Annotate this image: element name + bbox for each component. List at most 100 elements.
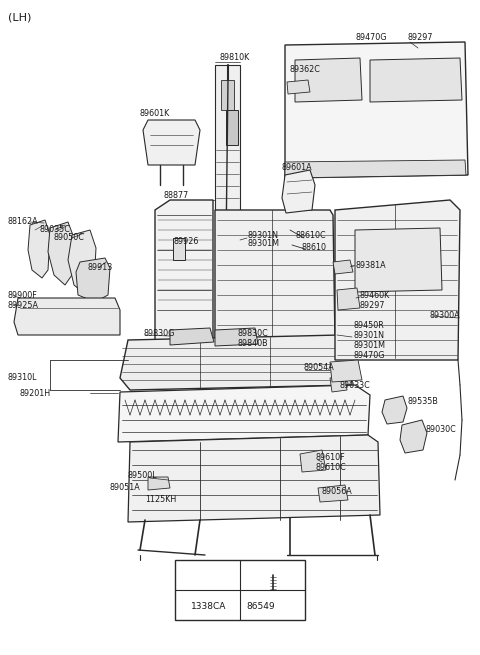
Polygon shape	[76, 258, 110, 302]
Text: 89030C: 89030C	[425, 426, 456, 434]
Polygon shape	[400, 420, 427, 453]
Text: 89840B: 89840B	[237, 339, 268, 348]
Text: 89470G: 89470G	[355, 33, 386, 43]
Polygon shape	[155, 200, 213, 350]
Polygon shape	[285, 160, 466, 178]
Polygon shape	[335, 200, 460, 360]
Polygon shape	[221, 80, 234, 110]
Text: 89450R: 89450R	[353, 320, 384, 329]
Bar	[175, 560, 305, 620]
Text: 89460K: 89460K	[360, 291, 390, 299]
Polygon shape	[28, 220, 50, 278]
Text: 89610F: 89610F	[316, 453, 346, 462]
Polygon shape	[287, 80, 310, 94]
Text: 89050C: 89050C	[54, 233, 85, 242]
Text: 89297: 89297	[408, 33, 433, 43]
Text: 89810K: 89810K	[220, 54, 250, 62]
Polygon shape	[143, 120, 200, 165]
Text: 89301N: 89301N	[353, 331, 384, 339]
Text: 86549: 86549	[247, 602, 275, 610]
Circle shape	[292, 167, 298, 173]
Text: 89362C: 89362C	[290, 66, 321, 75]
Circle shape	[44, 310, 56, 322]
Circle shape	[336, 167, 342, 173]
Text: 89601A: 89601A	[281, 164, 312, 172]
Polygon shape	[285, 42, 468, 178]
Text: 89535B: 89535B	[408, 398, 439, 407]
Text: 89033C: 89033C	[340, 381, 371, 390]
Circle shape	[70, 304, 94, 328]
Text: 89381A: 89381A	[355, 261, 385, 269]
Polygon shape	[215, 210, 335, 350]
Text: 89830G: 89830G	[143, 329, 174, 337]
Text: 89926: 89926	[174, 238, 199, 246]
Text: 1125KH: 1125KH	[145, 495, 176, 504]
Text: 89300A: 89300A	[430, 310, 461, 320]
Polygon shape	[48, 222, 74, 285]
Text: 89054A: 89054A	[303, 364, 334, 373]
Polygon shape	[215, 65, 240, 330]
Text: 89900F: 89900F	[8, 291, 38, 299]
Circle shape	[459, 102, 465, 108]
Text: 89500L: 89500L	[128, 472, 157, 481]
Text: 89201H: 89201H	[20, 388, 51, 398]
Polygon shape	[355, 228, 442, 292]
Polygon shape	[128, 435, 380, 522]
Circle shape	[358, 167, 364, 173]
Polygon shape	[370, 58, 462, 102]
Circle shape	[459, 77, 465, 83]
Text: 89601K: 89601K	[140, 109, 170, 117]
Circle shape	[314, 167, 320, 173]
Circle shape	[176, 245, 182, 251]
Circle shape	[459, 152, 465, 158]
Circle shape	[205, 571, 209, 575]
Circle shape	[402, 167, 408, 173]
Polygon shape	[120, 335, 352, 390]
Text: 89925A: 89925A	[8, 301, 39, 310]
Polygon shape	[333, 260, 353, 274]
Polygon shape	[170, 328, 214, 345]
Polygon shape	[148, 477, 170, 490]
Circle shape	[424, 167, 430, 173]
Text: 89301N: 89301N	[247, 231, 278, 240]
Text: (LH): (LH)	[8, 13, 31, 23]
Text: 1338CA: 1338CA	[191, 602, 226, 610]
Text: 89056A: 89056A	[321, 487, 352, 496]
Polygon shape	[118, 385, 370, 442]
Circle shape	[287, 240, 293, 246]
Text: 88877: 88877	[163, 191, 188, 200]
Circle shape	[151, 480, 159, 488]
Text: 89301M: 89301M	[353, 341, 385, 350]
Polygon shape	[337, 288, 360, 310]
Circle shape	[459, 127, 465, 133]
Text: 89297: 89297	[360, 301, 385, 310]
Polygon shape	[382, 396, 407, 424]
Text: 89301M: 89301M	[247, 240, 279, 248]
Text: 88610: 88610	[302, 242, 327, 252]
Text: 88162A: 88162A	[8, 217, 38, 227]
Circle shape	[336, 262, 346, 272]
Polygon shape	[330, 376, 347, 392]
Polygon shape	[330, 360, 362, 382]
Circle shape	[204, 569, 212, 577]
Polygon shape	[295, 58, 362, 102]
Text: 89310L: 89310L	[8, 373, 37, 383]
Polygon shape	[68, 230, 96, 295]
Polygon shape	[173, 238, 185, 260]
Polygon shape	[282, 170, 315, 213]
Circle shape	[288, 223, 296, 231]
Polygon shape	[300, 450, 326, 472]
Text: 89035C: 89035C	[40, 225, 71, 234]
Circle shape	[38, 304, 62, 328]
Text: 89830C: 89830C	[237, 329, 268, 337]
Polygon shape	[265, 570, 279, 575]
Circle shape	[459, 52, 465, 58]
Circle shape	[446, 167, 452, 173]
Text: 89913: 89913	[88, 263, 113, 272]
Circle shape	[199, 564, 216, 582]
Polygon shape	[14, 298, 120, 335]
Polygon shape	[318, 485, 348, 502]
Polygon shape	[215, 328, 258, 346]
Circle shape	[76, 310, 88, 322]
Text: 89051A: 89051A	[110, 483, 141, 491]
